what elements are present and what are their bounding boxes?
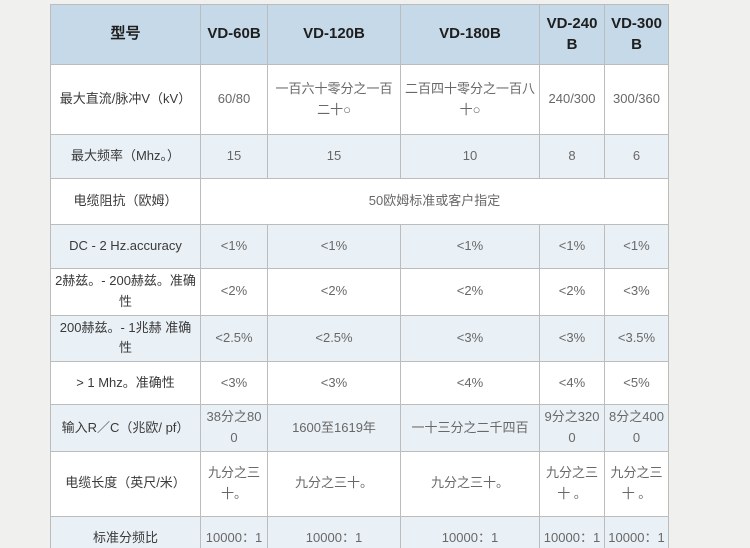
col-header-vd240b: VD-240B bbox=[539, 4, 605, 65]
cell-value: 10000：1 bbox=[400, 515, 540, 548]
cell-value: <3% bbox=[200, 361, 268, 406]
row-label: 2赫兹。- 200赫兹。准确性 bbox=[50, 268, 201, 316]
table-row: 2赫兹。- 200赫兹。准确性 <2% <2% <2% <2% <3% bbox=[50, 268, 669, 316]
cell-value: <1% bbox=[267, 224, 401, 269]
cell-value: 10000：1 bbox=[267, 515, 401, 548]
table-row: 电缆长度（英尺/米） 九分之三十。 九分之三十。 九分之三十。 九分之三十 。 … bbox=[50, 450, 669, 517]
row-label: > 1 Mhz。准确性 bbox=[50, 361, 201, 406]
cell-value: 一十三分之二千四百 bbox=[400, 404, 540, 452]
cell-value: 10000：1 bbox=[539, 515, 605, 548]
cell-value: 二百四十零分之一百八十○ bbox=[400, 64, 540, 135]
col-header-vd180b: VD-180B bbox=[400, 4, 540, 65]
cell-value: 九分之三十。 bbox=[267, 450, 401, 517]
cell-value: <3% bbox=[267, 361, 401, 406]
cell-value: <3% bbox=[604, 268, 669, 316]
cell-value: 15 bbox=[267, 134, 401, 179]
col-header-vd120b: VD-120B bbox=[267, 4, 401, 65]
cell-value: 一百六十零分之一百二十○ bbox=[267, 64, 401, 135]
cell-value: <1% bbox=[539, 224, 605, 269]
table-row: 200赫兹。- 1兆赫 准确性 <2.5% <2.5% <3% <3% <3.5… bbox=[50, 314, 669, 363]
table-row: 标准分频比 10000：1 10000：1 10000：1 10000：1 10… bbox=[50, 515, 669, 548]
cell-value: 10000：1 bbox=[604, 515, 669, 548]
cell-value: <2.5% bbox=[267, 314, 401, 363]
cell-value-merged: 50欧姆标准或客户指定 bbox=[200, 178, 669, 225]
cell-value: <2.5% bbox=[200, 314, 268, 363]
cell-value: 8分之4000 bbox=[604, 404, 669, 452]
col-header-vd60b: VD-60B bbox=[200, 4, 268, 65]
cell-value: 九分之三十 。 bbox=[539, 450, 605, 517]
table-row: > 1 Mhz。准确性 <3% <3% <4% <4% <5% bbox=[50, 361, 669, 406]
cell-value: <1% bbox=[604, 224, 669, 269]
row-label: 200赫兹。- 1兆赫 准确性 bbox=[50, 314, 201, 363]
cell-value: 10 bbox=[400, 134, 540, 179]
cell-value: <2% bbox=[267, 268, 401, 316]
cell-value: <3% bbox=[539, 314, 605, 363]
cell-value: <5% bbox=[604, 361, 669, 406]
cell-value: <2% bbox=[400, 268, 540, 316]
cell-value: <1% bbox=[400, 224, 540, 269]
header-row: 型号 VD-60B VD-120B VD-180B VD-240B VD-300… bbox=[50, 4, 669, 65]
row-label: 最大直流/脉冲V（kV） bbox=[50, 64, 201, 135]
row-label: 输入R／C（兆欧/ pf） bbox=[50, 404, 201, 452]
row-label: 标准分频比 bbox=[50, 515, 201, 548]
table-row: 输入R／C（兆欧/ pf） 38分之800 1600至1619年 一十三分之二千… bbox=[50, 404, 669, 452]
cell-value: <4% bbox=[539, 361, 605, 406]
cell-value: 九分之三十。 bbox=[200, 450, 268, 517]
cell-value: 8 bbox=[539, 134, 605, 179]
table-row: 最大频率（Mhz。） 15 15 10 8 6 bbox=[50, 134, 669, 179]
row-label: 电缆阻抗（欧姆） bbox=[50, 178, 201, 225]
cell-value: <4% bbox=[400, 361, 540, 406]
col-header-model: 型号 bbox=[50, 4, 201, 65]
spec-table: 型号 VD-60B VD-120B VD-180B VD-240B VD-300… bbox=[50, 4, 669, 548]
table-row: 电缆阻抗（欧姆） 50欧姆标准或客户指定 bbox=[50, 178, 669, 225]
cell-value: 38分之800 bbox=[200, 404, 268, 452]
cell-value: 9分之3200 bbox=[539, 404, 605, 452]
cell-value: 1600至1619年 bbox=[267, 404, 401, 452]
cell-value: <3% bbox=[400, 314, 540, 363]
cell-value: <1% bbox=[200, 224, 268, 269]
row-label: 最大频率（Mhz。） bbox=[50, 134, 201, 179]
row-label: DC - 2 Hz.accuracy bbox=[50, 224, 201, 269]
cell-value: 6 bbox=[604, 134, 669, 179]
cell-value: <2% bbox=[539, 268, 605, 316]
table-row: DC - 2 Hz.accuracy <1% <1% <1% <1% <1% bbox=[50, 224, 669, 269]
cell-value: <3.5% bbox=[604, 314, 669, 363]
col-header-vd300b: VD-300B bbox=[604, 4, 669, 65]
cell-value: 240/300 bbox=[539, 64, 605, 135]
cell-value: <2% bbox=[200, 268, 268, 316]
cell-value: 九分之三十 。 bbox=[604, 450, 669, 517]
cell-value: 10000：1 bbox=[200, 515, 268, 548]
cell-value: 15 bbox=[200, 134, 268, 179]
row-label: 电缆长度（英尺/米） bbox=[50, 450, 201, 517]
cell-value: 300/360 bbox=[604, 64, 669, 135]
table-row: 最大直流/脉冲V（kV） 60/80 一百六十零分之一百二十○ 二百四十零分之一… bbox=[50, 64, 669, 135]
cell-value: 九分之三十。 bbox=[400, 450, 540, 517]
cell-value: 60/80 bbox=[200, 64, 268, 135]
